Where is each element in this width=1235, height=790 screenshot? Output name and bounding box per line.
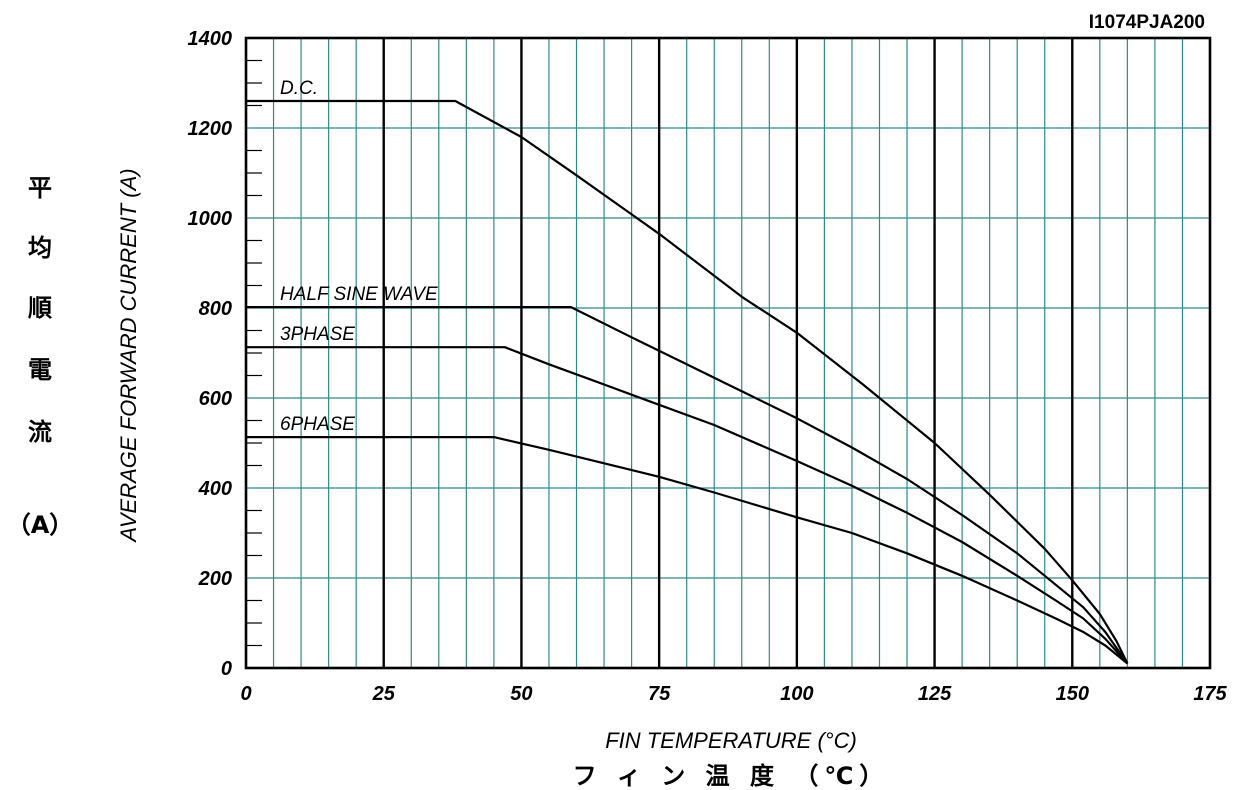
plot-frame bbox=[244, 36, 1212, 670]
y-tick-label: 600 bbox=[199, 388, 232, 410]
series-label-1: HALF SINE WAVE bbox=[280, 284, 438, 305]
y-label-jp-char: 平 bbox=[28, 174, 52, 202]
y-tick-label: 400 bbox=[198, 478, 232, 500]
figure-code: I1074PJA200 bbox=[1089, 12, 1205, 33]
x-tick-label: 75 bbox=[648, 683, 671, 705]
y-label-jp-char: 均 bbox=[28, 234, 52, 262]
y-tick-labels: 0 200 400 600 800 1000 1200 1400 bbox=[188, 28, 233, 680]
x-tick-labels: 0 25 50 75 100 125 150 175 bbox=[240, 683, 1227, 705]
x-tick-label: 100 bbox=[780, 683, 813, 705]
plot-border bbox=[244, 36, 1212, 670]
y-axis-label: AVERAGE FORWARD CURRENT (A) bbox=[116, 168, 141, 543]
y-label-jp-char: 流 bbox=[28, 418, 52, 446]
x-tick-label: 125 bbox=[918, 683, 952, 705]
series-label-0: D.C. bbox=[280, 78, 318, 99]
x-tick-label: 175 bbox=[1193, 683, 1227, 705]
x-tick-label: 25 bbox=[372, 683, 396, 705]
x-tick-label: 150 bbox=[1056, 683, 1089, 705]
y-tick-label: 1000 bbox=[188, 208, 233, 230]
x-axis-label: FIN TEMPERATURE (°C) bbox=[605, 728, 857, 753]
x-axis-label-jp: フ ィ ン 温 度 （℃） bbox=[573, 762, 890, 790]
y-tick-label: 200 bbox=[198, 568, 232, 590]
grid bbox=[246, 38, 1210, 668]
y-tick-label: 1200 bbox=[188, 118, 233, 140]
series-label-3: 6PHASE bbox=[280, 414, 355, 435]
series-label-2: 3PHASE bbox=[280, 324, 355, 345]
y-label-jp-char: 順 bbox=[28, 294, 53, 322]
y-label-jp-char: 電 bbox=[28, 356, 52, 384]
series-lines bbox=[246, 99, 1129, 665]
y-label-jp-char: （A） bbox=[7, 511, 74, 539]
x-tick-label: 0 bbox=[240, 683, 251, 705]
series-line-2 bbox=[246, 346, 1129, 665]
series-line-0 bbox=[246, 99, 1129, 664]
x-tick-label: 50 bbox=[510, 683, 532, 705]
y-tick-label: 800 bbox=[199, 298, 232, 320]
y-tick-label: 1400 bbox=[188, 28, 233, 50]
series-labels: D.C. HALF SINE WAVE 3PHASE 6PHASE bbox=[280, 78, 438, 435]
series-line-1 bbox=[246, 306, 1129, 665]
y-tick-label: 0 bbox=[221, 658, 232, 680]
series-line-3 bbox=[246, 436, 1129, 665]
